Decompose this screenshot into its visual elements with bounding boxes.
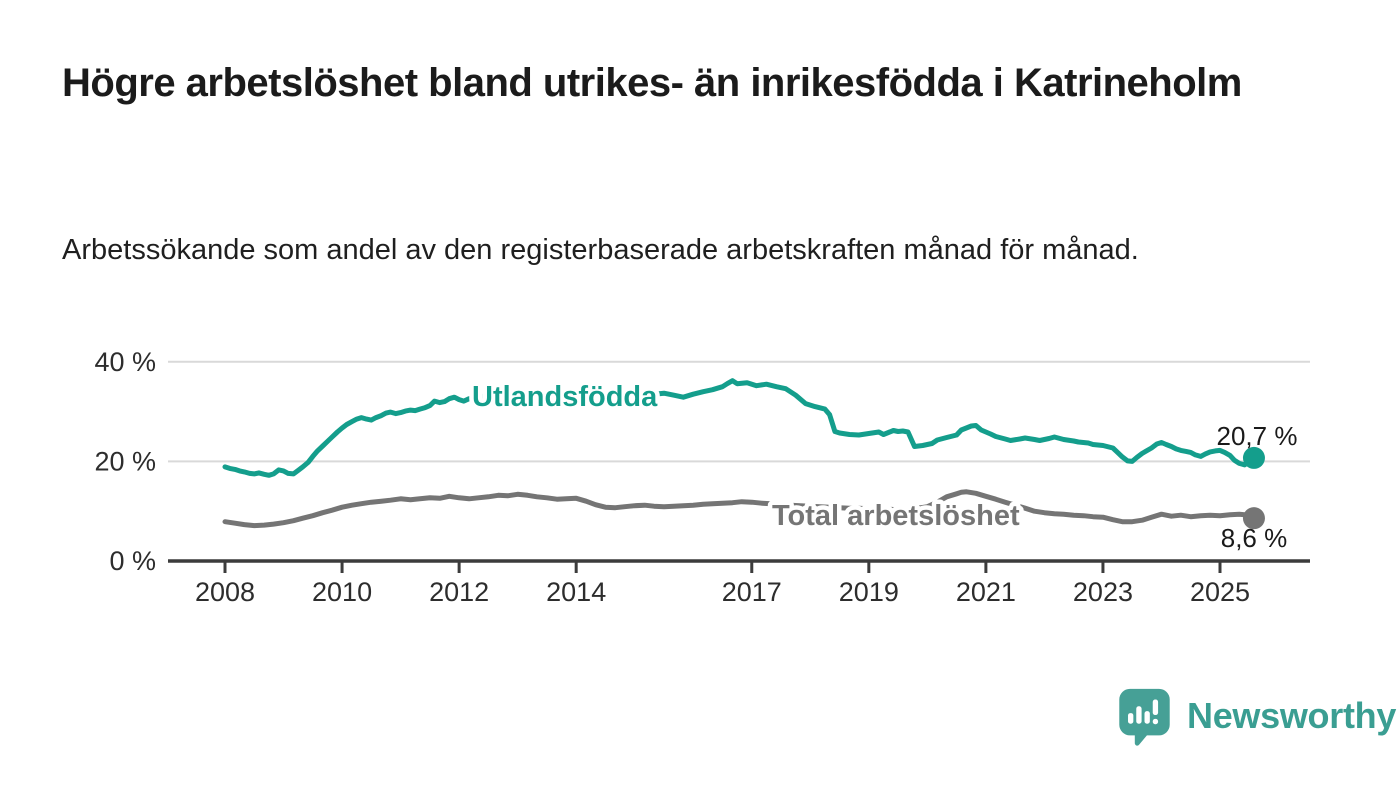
chart-subtitle: Arbetssökande som andel av den registerb… bbox=[62, 234, 1139, 266]
series-label-total: Total arbetslöshet bbox=[772, 500, 1020, 532]
newsworthy-logo-text: Newsworthy bbox=[1187, 695, 1397, 736]
series-end-value-utlandsfodda: 20,7 % bbox=[1217, 421, 1298, 451]
y-tick-label-20: 20 % bbox=[94, 446, 156, 476]
x-tick-label-2014: 2014 bbox=[546, 577, 606, 607]
x-tick-label-2012: 2012 bbox=[429, 577, 489, 607]
x-tick-label-2008: 2008 bbox=[195, 577, 255, 607]
series-end-dot-total bbox=[1242, 507, 1265, 530]
y-tick-label-40: 40 % bbox=[94, 347, 156, 377]
x-tick-label-2025: 2025 bbox=[1190, 577, 1250, 607]
x-tick-label-2010: 2010 bbox=[312, 577, 372, 607]
series-end-value-total: 8,6 % bbox=[1221, 523, 1288, 553]
x-tick-label-2023: 2023 bbox=[1073, 577, 1133, 607]
series-end-dot-utlandsfodda bbox=[1242, 446, 1265, 469]
series-label-utlandsfodda: Utlandsfödda bbox=[472, 381, 658, 413]
series-line-total bbox=[222, 489, 1257, 529]
series-line-utlandsfodda bbox=[222, 378, 1257, 478]
x-tick-label-2017: 2017 bbox=[722, 577, 782, 607]
newsworthy-logo: Newsworthy bbox=[1113, 684, 1396, 748]
chart-title: Högre arbetslöshet bland utrikes- än inr… bbox=[62, 61, 1242, 105]
bar-chart-speech-bubble-icon bbox=[1119, 688, 1170, 746]
x-tick-label-2021: 2021 bbox=[956, 577, 1016, 607]
y-tick-label-0: 0 % bbox=[109, 546, 156, 576]
x-tick-label-2019: 2019 bbox=[839, 577, 899, 607]
